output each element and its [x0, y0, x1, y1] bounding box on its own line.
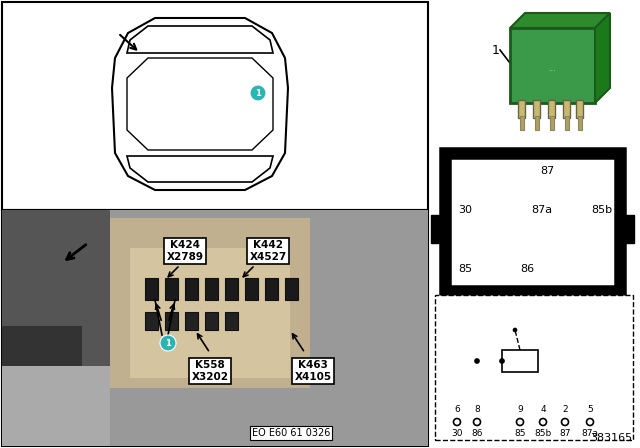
Bar	[2, 2, 428, 210]
Bar	[205, 278, 218, 300]
Bar	[2, 326, 82, 446]
Text: ...: ...	[548, 64, 556, 73]
Circle shape	[513, 328, 516, 332]
Text: 86: 86	[471, 429, 483, 438]
Bar	[165, 312, 178, 330]
Text: 9: 9	[517, 405, 523, 414]
Text: 85b: 85b	[534, 429, 552, 438]
Circle shape	[516, 418, 524, 426]
Text: K442
X4527: K442 X4527	[250, 240, 287, 262]
Circle shape	[160, 335, 176, 351]
Bar	[518, 100, 525, 118]
Text: 87a: 87a	[582, 429, 598, 438]
Bar	[445, 153, 620, 291]
Bar	[2, 210, 428, 446]
Bar	[535, 116, 539, 130]
Circle shape	[586, 418, 593, 426]
Bar	[110, 210, 428, 446]
Text: 8: 8	[474, 405, 480, 414]
Bar	[110, 218, 310, 388]
Bar	[285, 278, 298, 300]
Bar	[145, 278, 158, 300]
Bar	[265, 278, 278, 300]
Bar	[533, 100, 540, 118]
Text: 30: 30	[451, 429, 463, 438]
Circle shape	[540, 418, 547, 426]
Bar	[245, 278, 258, 300]
Text: EO E60 61 0326: EO E60 61 0326	[252, 428, 330, 438]
Text: 1: 1	[165, 339, 171, 348]
Text: 87: 87	[540, 166, 554, 176]
Bar	[435, 295, 633, 440]
Circle shape	[475, 359, 479, 363]
Bar	[431, 215, 445, 243]
Bar	[2, 366, 112, 446]
Text: 85: 85	[458, 264, 472, 274]
Circle shape	[561, 418, 568, 426]
Bar	[185, 278, 198, 300]
Bar	[502, 350, 538, 372]
Circle shape	[500, 359, 504, 363]
Bar	[185, 312, 198, 330]
Bar	[165, 278, 178, 300]
Text: 2: 2	[562, 405, 568, 414]
Bar	[225, 278, 238, 300]
Text: 85: 85	[515, 429, 525, 438]
Bar	[510, 28, 595, 103]
Text: 383165: 383165	[590, 433, 632, 443]
Polygon shape	[510, 13, 610, 28]
Text: 85b: 85b	[591, 205, 612, 215]
Text: K558
X3202: K558 X3202	[191, 360, 228, 382]
Text: 30: 30	[458, 205, 472, 215]
Bar	[620, 215, 634, 243]
Bar	[565, 116, 569, 130]
Circle shape	[454, 418, 461, 426]
Text: 5: 5	[587, 405, 593, 414]
Circle shape	[250, 85, 266, 101]
Bar	[576, 100, 583, 118]
Polygon shape	[595, 13, 610, 103]
Text: 87: 87	[559, 429, 571, 438]
Bar	[2, 210, 112, 446]
Bar	[548, 100, 555, 118]
Text: K424
X2789: K424 X2789	[166, 240, 204, 262]
Text: 87a: 87a	[531, 205, 552, 215]
Bar	[563, 100, 570, 118]
Bar	[145, 312, 158, 330]
Bar	[578, 116, 582, 130]
Text: 1: 1	[492, 43, 500, 56]
Bar	[520, 116, 524, 130]
Text: K463
X4105: K463 X4105	[294, 360, 332, 382]
Circle shape	[474, 418, 481, 426]
Bar	[130, 248, 290, 378]
Text: 1: 1	[255, 89, 261, 98]
Bar	[550, 116, 554, 130]
Bar	[225, 312, 238, 330]
Text: 4: 4	[540, 405, 546, 414]
Bar	[205, 312, 218, 330]
Text: 6: 6	[454, 405, 460, 414]
Text: 86: 86	[520, 264, 534, 274]
